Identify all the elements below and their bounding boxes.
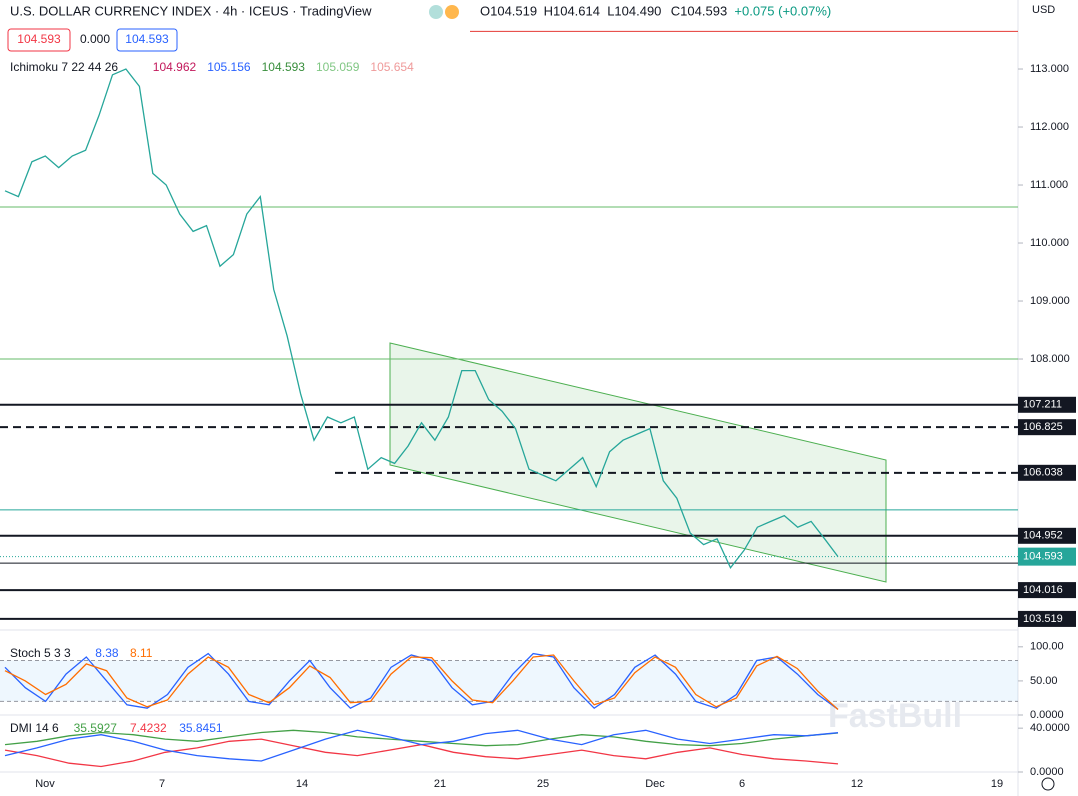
price-level-label: 107.211 [1023, 399, 1062, 411]
buy-price: 104.593 [125, 32, 169, 46]
status-dot [445, 5, 459, 19]
y-tick-label: 109.000 [1030, 295, 1070, 307]
price-change: +0.075 (+0.07%) [734, 3, 831, 18]
sell-badge[interactable] [7, 28, 71, 52]
last-price-tag [1018, 547, 1076, 566]
indicator-legend: Stoch 5 3 3 [10, 646, 71, 660]
status-dot [429, 5, 443, 19]
x-tick-label: Dec [645, 778, 665, 790]
watermark: FastBull [828, 697, 962, 735]
x-tick-label: 25 [537, 778, 549, 790]
x-tick-label: 14 [296, 778, 308, 790]
series-line [4, 654, 839, 710]
currency-label: USD [1032, 4, 1055, 16]
price-level-tag [1018, 464, 1076, 481]
legend-value: 105.059 [316, 60, 360, 74]
chart-title: U.S. DOLLAR CURRENCY INDEX · 4h · ICEUS … [10, 3, 372, 18]
series-line [4, 729, 839, 762]
legend-value: 7.4232 [130, 721, 167, 735]
y-tick-label: 100.00 [1030, 641, 1064, 653]
y-tick-label: 40.0000 [1030, 722, 1070, 734]
y-tick-label: 108.000 [1030, 353, 1070, 365]
x-tick-label: 12 [851, 778, 863, 790]
price-level-tag [1018, 610, 1076, 627]
indicator-legend: Ichimoku 7 22 44 26 [10, 60, 118, 74]
series-line [4, 729, 839, 747]
legend-value: 8.11 [130, 646, 153, 660]
y-tick-label: 50.00 [1030, 675, 1058, 687]
settings-icon[interactable] [1041, 777, 1055, 791]
y-tick-label: 112.000 [1030, 121, 1069, 133]
stoch-band [0, 660, 1018, 702]
y-tick-label: 111.000 [1030, 179, 1068, 191]
trend-channel [389, 342, 887, 583]
legend-value: 8.38 [95, 646, 119, 660]
legend-value: 104.962 [153, 60, 197, 74]
legend-value: 35.8451 [179, 721, 223, 735]
price-level-tag [1018, 419, 1076, 436]
legend-value: 105.156 [207, 60, 251, 74]
ohlc-value: O104.519 [480, 3, 537, 18]
y-tick-label: 0.0000 [1030, 709, 1064, 721]
x-tick-label: 6 [739, 778, 745, 790]
y-tick-label: 113.000 [1030, 63, 1069, 75]
legend-value: 105.654 [370, 60, 414, 74]
last-price-label: 104.593 [1023, 551, 1063, 563]
price-level-label: 106.038 [1023, 467, 1063, 479]
price-level-tag [1018, 396, 1076, 413]
spread: 0.000 [80, 32, 110, 46]
sell-price: 104.593 [17, 32, 61, 46]
price-level-label: 104.952 [1023, 530, 1063, 542]
price-level-label: 104.016 [1023, 584, 1063, 596]
price-level-label: 103.519 [1023, 613, 1063, 625]
price-level-label: 106.825 [1023, 421, 1063, 433]
y-tick-label: 0.0000 [1030, 766, 1064, 778]
indicator-legend: DMI 14 6 [10, 721, 59, 735]
ohlc-value: C104.593 [671, 3, 727, 18]
buy-badge[interactable] [116, 28, 178, 52]
series-line [4, 68, 839, 570]
ohlc-value: H104.614 [544, 3, 600, 18]
x-tick-label: 21 [434, 778, 446, 790]
x-tick-label: 7 [159, 778, 165, 790]
price-level-tag [1018, 527, 1076, 544]
x-tick-label: 19 [991, 778, 1003, 790]
price-level-tag [1018, 582, 1076, 599]
x-tick-label: Nov [35, 778, 55, 790]
ohlc-value: L104.490 [607, 3, 661, 18]
y-tick-label: 110.000 [1030, 237, 1069, 249]
legend-value: 104.593 [262, 60, 306, 74]
legend-value: 35.5927 [74, 721, 118, 735]
